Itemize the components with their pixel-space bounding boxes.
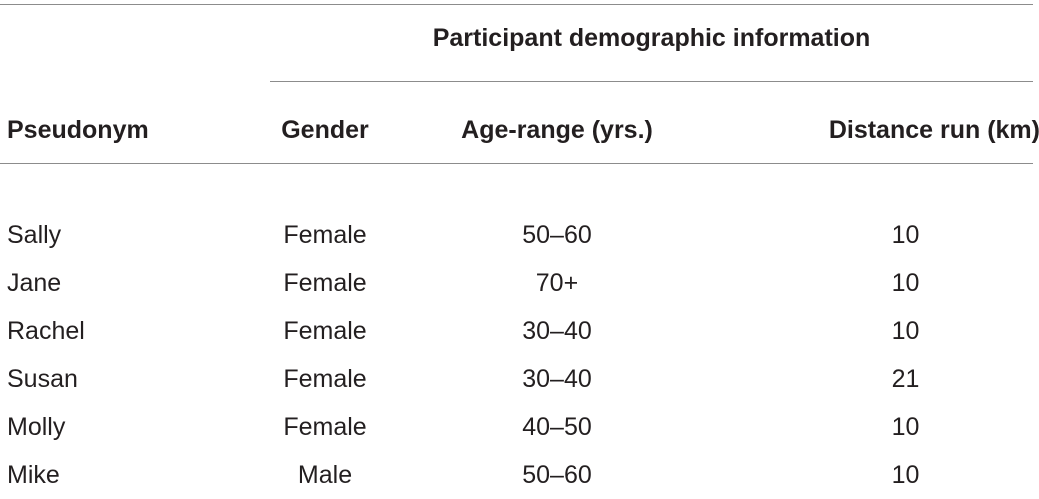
distance-cell: 10 xyxy=(891,460,920,489)
table-row: Rachel Female 30–40 10 xyxy=(0,307,1039,355)
column-header-distance-run: Distance run (km) xyxy=(828,116,1039,144)
table-row: Sally Female 50–60 10 xyxy=(0,211,1039,259)
gender-cell: Female xyxy=(283,412,367,441)
table-row: Mike Male 50–60 10 xyxy=(0,451,1039,499)
pseudonym-cell: Mike xyxy=(7,460,60,489)
table-row: Susan Female 30–40 21 xyxy=(0,355,1039,403)
age-range-cell: 50–60 xyxy=(522,460,592,489)
spacer-row xyxy=(0,163,1039,211)
spacer-cell xyxy=(0,163,1039,211)
pseudonym-cell: Sally xyxy=(7,220,62,249)
age-range-cell: 70+ xyxy=(535,268,579,297)
gender-cell: Female xyxy=(283,364,367,393)
distance-cell: 10 xyxy=(891,412,920,441)
header-rule xyxy=(0,163,1033,164)
gender-cell: Male xyxy=(297,460,353,489)
group-header: Participant demographic information xyxy=(432,24,871,52)
pseudonym-cell: Rachel xyxy=(7,316,85,345)
pseudonym-cell: Molly xyxy=(7,412,66,441)
pseudonym-cell: Jane xyxy=(7,268,62,297)
top-rule xyxy=(0,4,1033,5)
distance-cell: 10 xyxy=(891,220,920,249)
distance-cell: 21 xyxy=(891,364,920,393)
age-range-cell: 30–40 xyxy=(522,364,592,393)
column-header-gender: Gender xyxy=(281,116,369,144)
distance-cell: 10 xyxy=(891,268,920,297)
table-row: Jane Female 70+ 10 xyxy=(0,259,1039,307)
gender-cell: Female xyxy=(283,268,367,297)
distance-cell: 10 xyxy=(891,316,920,345)
group-header-rule xyxy=(270,81,1033,82)
column-header-pseudonym: Pseudonym xyxy=(7,116,149,144)
age-range-cell: 40–50 xyxy=(522,412,592,441)
gender-cell: Female xyxy=(283,220,367,249)
pseudonym-cell: Susan xyxy=(7,364,78,393)
table-row: Molly Female 40–50 10 xyxy=(0,403,1039,451)
gender-cell: Female xyxy=(283,316,367,345)
column-header-age-range: Age-range (yrs.) xyxy=(461,116,653,144)
age-range-cell: 50–60 xyxy=(522,220,592,249)
demographics-table: Pseudonym Gender Age-range (yrs.) Distan… xyxy=(0,98,1039,499)
age-range-cell: 30–40 xyxy=(522,316,592,345)
header-row: Pseudonym Gender Age-range (yrs.) Distan… xyxy=(0,98,1039,163)
